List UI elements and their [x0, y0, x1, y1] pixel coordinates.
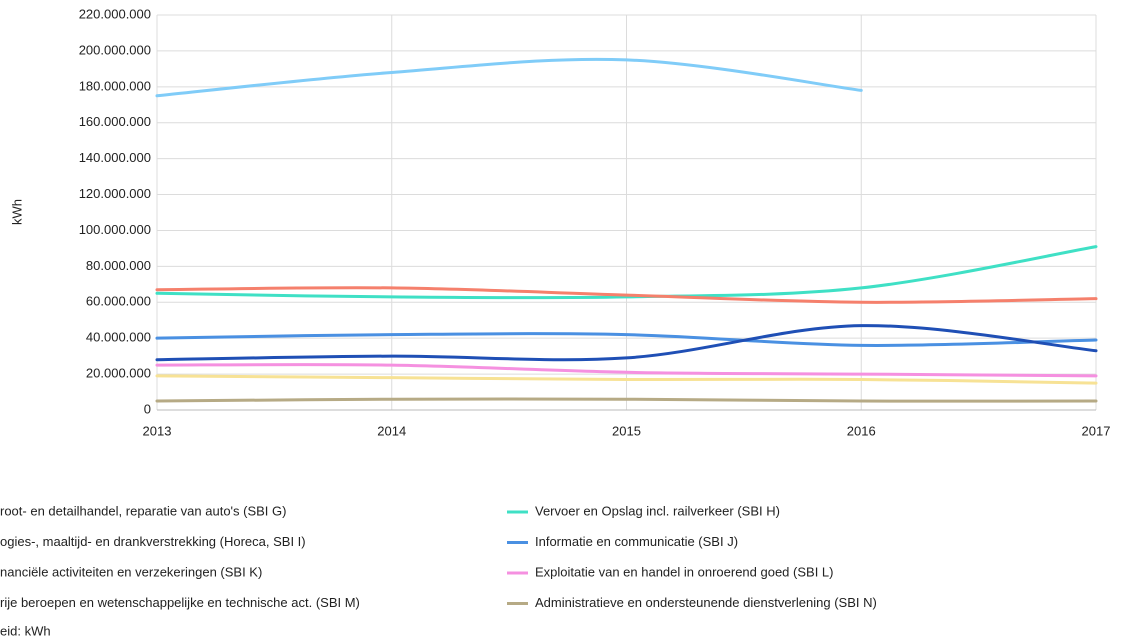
y-tick-label: 80.000.000 [86, 258, 151, 273]
x-tick-label: 2013 [143, 423, 172, 438]
line-series [155, 286, 1098, 304]
y-tick-label: 120.000.000 [79, 186, 151, 201]
line-series [155, 363, 1098, 378]
y-axis-label: kWh [9, 199, 24, 225]
y-tick-label: 60.000.000 [86, 294, 151, 309]
legend-label: Exploitatie van en handel in onroerend g… [535, 564, 833, 579]
line-series [155, 332, 1098, 347]
x-tick-label: 2014 [377, 423, 406, 438]
legend-label: nanciële activiteiten en verzekeringen (… [0, 564, 262, 579]
line-series [155, 374, 1098, 385]
legend-label: Vervoer en Opslag incl. railverkeer (SBI… [535, 503, 780, 518]
line-series [155, 245, 1098, 300]
line-series [155, 397, 1098, 403]
line-series [155, 57, 863, 98]
y-tick-label: 220.000.000 [79, 6, 151, 21]
y-tick-label: 40.000.000 [86, 330, 151, 345]
legend-label: rije beroepen en wetenschappelijke en te… [0, 595, 360, 610]
y-tick-label: 140.000.000 [79, 150, 151, 165]
y-tick-label: 180.000.000 [79, 78, 151, 93]
legend-label: Administratieve en ondersteunende dienst… [535, 595, 877, 610]
legend-label: root- en detailhandel, reparatie van aut… [0, 503, 286, 518]
y-tick-label: 160.000.000 [79, 114, 151, 129]
y-tick-label: 0 [144, 401, 151, 416]
y-tick-label: 100.000.000 [79, 222, 151, 237]
x-tick-label: 2015 [612, 423, 641, 438]
y-tick-label: 20.000.000 [86, 366, 151, 381]
x-tick-label: 2017 [1082, 423, 1111, 438]
legend-label: Informatie en communicatie (SBI J) [535, 534, 738, 549]
y-tick-label: 200.000.000 [79, 42, 151, 57]
note: eid: kWh [0, 623, 51, 638]
legend-label: ogies-, maaltijd- en drankverstrekking (… [0, 534, 306, 549]
x-tick-label: 2016 [847, 423, 876, 438]
line-series [155, 324, 1098, 362]
